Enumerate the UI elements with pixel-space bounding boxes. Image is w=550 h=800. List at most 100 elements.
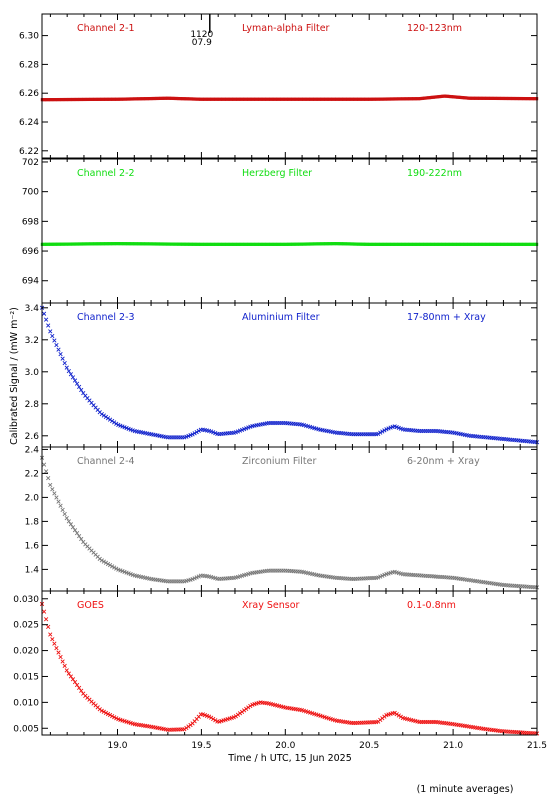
data-point: [490, 96, 493, 100]
data-point: [66, 97, 70, 102]
data-point: [406, 242, 409, 246]
data-point: [97, 242, 100, 246]
data-point: [103, 710, 109, 715]
data-point: [520, 242, 524, 246]
data-point: [110, 564, 115, 569]
data-point: [41, 462, 47, 467]
data-point: [101, 413, 106, 418]
data-point: [471, 242, 474, 246]
data-point: [412, 97, 415, 101]
data-point: [533, 97, 536, 101]
data-point: [460, 242, 463, 246]
data-point: [391, 97, 394, 101]
data-point: [174, 242, 177, 246]
data-point: [204, 97, 207, 101]
data-point: [308, 242, 312, 246]
data-point: [512, 242, 515, 246]
data-point: [46, 242, 49, 246]
data-point: [252, 242, 255, 246]
panel-channel-label: Channel 2-2: [77, 168, 135, 179]
data-point: [48, 329, 53, 334]
data-point: [302, 242, 305, 246]
data-point: [98, 242, 101, 246]
data-point: [182, 727, 187, 732]
panel-frame: [41, 13, 538, 159]
data-point: [383, 242, 386, 246]
data-point: [401, 242, 404, 246]
data-point: [42, 242, 45, 246]
data-point: [164, 242, 167, 246]
data-point: [478, 96, 481, 100]
data-point: [504, 96, 507, 101]
data-point: [234, 97, 238, 101]
data-point: [192, 242, 195, 246]
data-point: [480, 96, 484, 100]
data-point: [223, 97, 227, 101]
data-point: [142, 97, 145, 101]
data-point: [197, 97, 200, 101]
data-point: [344, 242, 348, 246]
data-point: [330, 97, 334, 101]
data-point: [52, 338, 57, 343]
data-point: [209, 97, 213, 101]
data-point: [465, 242, 469, 246]
data-point: [406, 97, 409, 101]
data-point: [88, 242, 92, 246]
data-point: [274, 242, 277, 246]
data-point: [60, 507, 65, 513]
data-point: [211, 716, 216, 722]
data-point: [61, 242, 64, 246]
data-point: [103, 560, 109, 565]
data-point: [516, 96, 519, 101]
data-point: [110, 418, 115, 424]
data-point: [62, 663, 67, 669]
data-point: [398, 242, 401, 246]
data-point: [282, 97, 286, 101]
data-point: [220, 242, 224, 246]
data-point: [55, 97, 59, 102]
data-point: [392, 97, 396, 101]
data-point: [124, 97, 128, 101]
data-point: [416, 242, 419, 246]
data-point: [425, 96, 429, 100]
data-point: [346, 242, 349, 246]
data-point: [182, 242, 185, 246]
data-point: [170, 96, 173, 100]
data-point: [413, 97, 416, 101]
data-point: [350, 242, 353, 246]
data-point: [52, 641, 57, 646]
data-point: [390, 97, 393, 101]
data-point: [310, 97, 313, 101]
data-point: [467, 96, 470, 100]
data-point: [126, 97, 129, 101]
data-point: [132, 97, 136, 101]
data-point: [233, 97, 236, 101]
data-point: [319, 97, 323, 101]
data-point: [350, 97, 353, 101]
data-point: [223, 242, 227, 246]
data-point: [420, 242, 423, 246]
panel-band-label: 0.1-0.8nm: [407, 600, 456, 611]
data-point: [468, 96, 471, 100]
data-point: [226, 242, 229, 246]
data-point: [387, 97, 390, 101]
data-point: [326, 242, 330, 246]
data-point: [365, 242, 368, 246]
data-point: [528, 242, 532, 246]
data-point: [178, 242, 181, 246]
data-point: [440, 94, 444, 98]
data-point: [286, 242, 290, 246]
data-point: [82, 242, 85, 246]
data-point: [343, 242, 346, 246]
data-point: [402, 242, 405, 246]
data-point: [517, 242, 521, 246]
y-tick-label: 3.4: [25, 304, 40, 314]
data-point: [105, 416, 111, 421]
data-point: [490, 242, 493, 246]
data-point: [329, 97, 332, 101]
data-point: [439, 94, 442, 99]
data-point: [387, 242, 390, 246]
data-point: [337, 97, 341, 101]
data-point: [113, 242, 117, 246]
data-point: [418, 97, 422, 101]
